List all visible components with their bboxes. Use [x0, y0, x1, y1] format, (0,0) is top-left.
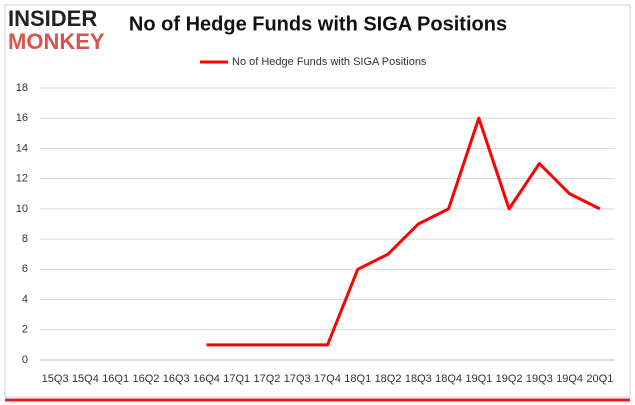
x-tick-label: 15Q3 — [42, 373, 69, 385]
y-tick-label: 8 — [22, 233, 28, 245]
x-tick-label: 18Q4 — [435, 373, 462, 385]
x-tick-label: 16Q1 — [102, 373, 129, 385]
chart-title: No of Hedge Funds with SIGA Positions — [129, 13, 507, 35]
y-tick-label: 0 — [22, 354, 28, 366]
legend-label: No of Hedge Funds with SIGA Positions — [232, 56, 427, 68]
x-tick-label: 18Q3 — [405, 373, 432, 385]
x-tick-label: 19Q2 — [496, 373, 523, 385]
y-tick-label: 2 — [22, 324, 28, 336]
logo-bottom: MONKEY — [8, 29, 105, 54]
x-tick-label: 15Q4 — [72, 373, 99, 385]
chart-frame — [4, 4, 631, 398]
x-tick-label: 17Q4 — [314, 373, 341, 385]
y-tick-label: 16 — [16, 112, 28, 124]
x-tick-label: 16Q4 — [193, 373, 220, 385]
y-tick-label: 6 — [22, 263, 28, 275]
y-tick-label: 4 — [22, 293, 28, 305]
series-line — [206, 116, 601, 347]
y-tick-label: 14 — [16, 142, 28, 154]
y-tick-label: 12 — [16, 173, 28, 185]
x-tick-label: 17Q2 — [254, 373, 281, 385]
x-tick-label: 18Q2 — [375, 373, 402, 385]
x-tick-label: 17Q3 — [284, 373, 311, 385]
y-tick-label: 18 — [16, 82, 28, 94]
x-tick-label: 19Q4 — [556, 373, 583, 385]
x-tick-label: 19Q1 — [465, 373, 492, 385]
x-tick-label: 19Q3 — [526, 373, 553, 385]
x-tick-label: 17Q1 — [223, 373, 250, 385]
logo-top: INSIDER — [8, 6, 97, 31]
x-tick-label: 16Q2 — [132, 373, 159, 385]
y-tick-label: 10 — [16, 203, 28, 215]
x-tick-label: 16Q3 — [163, 373, 190, 385]
x-tick-label: 18Q1 — [344, 373, 371, 385]
x-tick-label: 20Q1 — [586, 373, 613, 385]
